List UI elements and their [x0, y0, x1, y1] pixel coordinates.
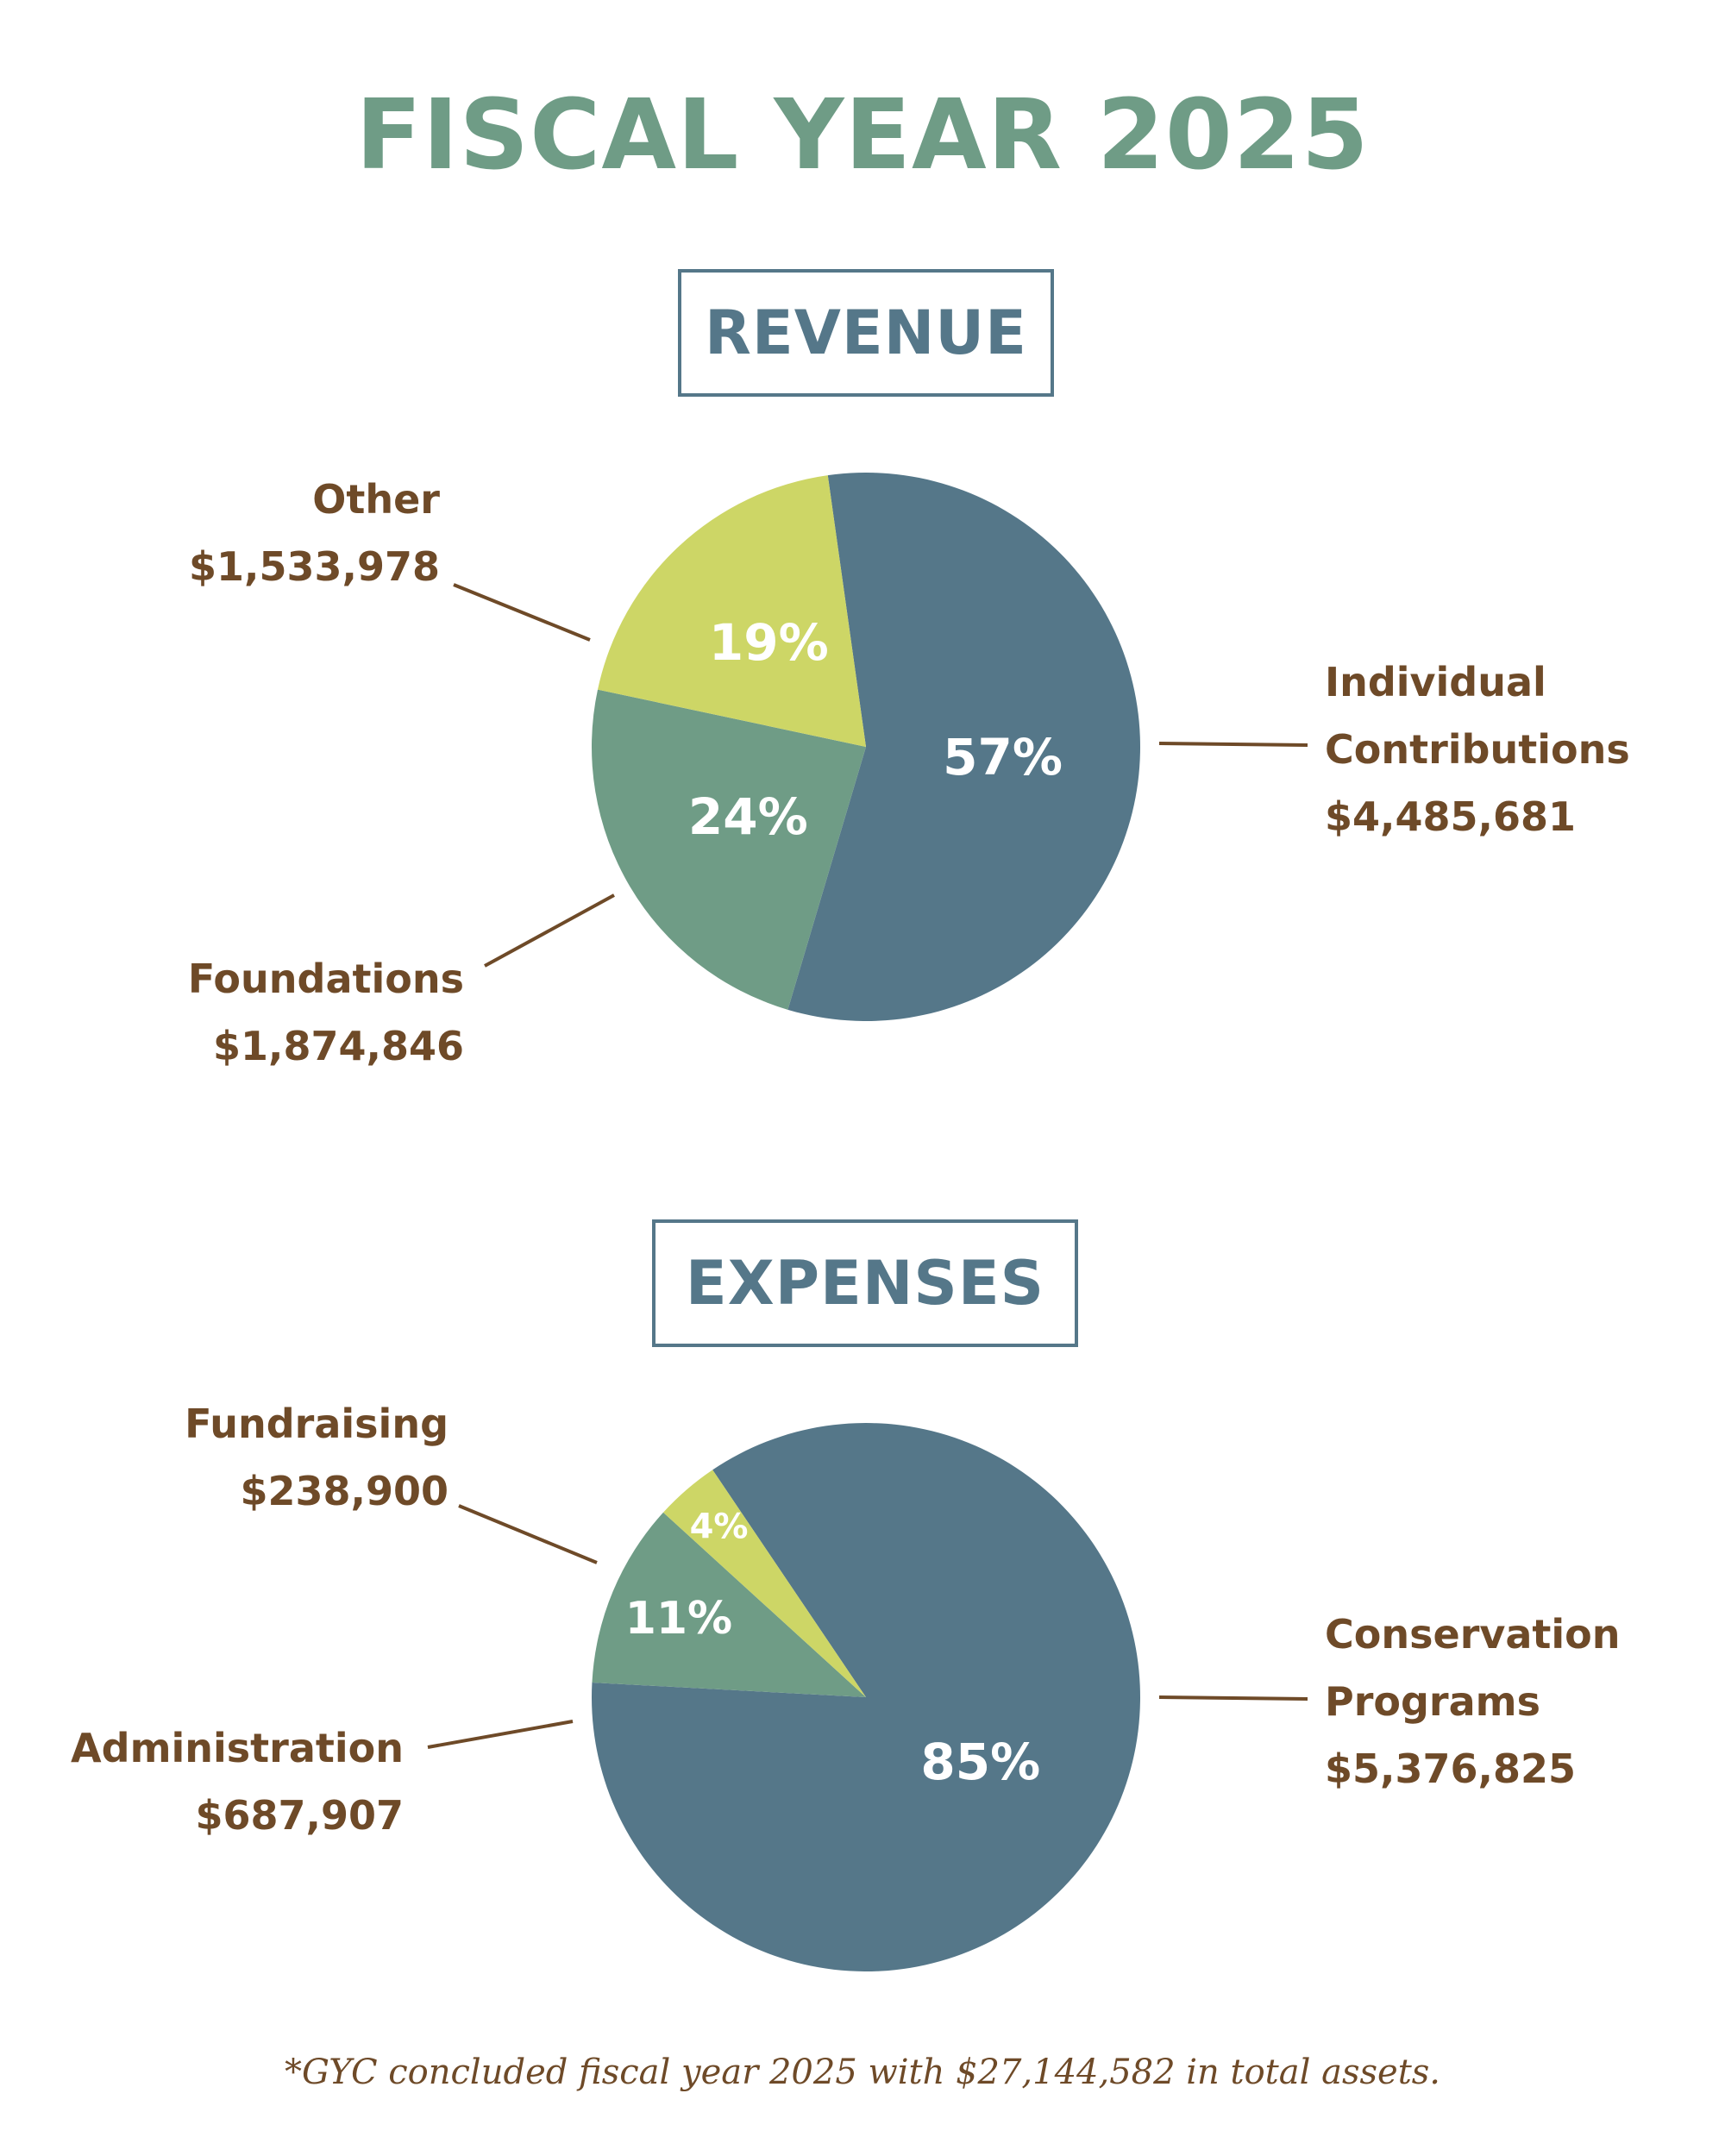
- revenue-heading: REVENUE: [678, 269, 1054, 397]
- page-title: FISCAL YEAR 2025: [355, 79, 1370, 191]
- pie-percent-label: 24%: [688, 787, 808, 846]
- label-other-amount: $1,533,978: [188, 543, 440, 590]
- leader-fundraising: [458, 1504, 598, 1564]
- pie-percent-label: 11%: [625, 1593, 732, 1645]
- pie-slice-foundations: [591, 689, 866, 1010]
- label-fundraising: Fundraising $238,900: [185, 1390, 448, 1525]
- label-foundations-amount: $1,874,846: [212, 1023, 464, 1069]
- leader-foundations: [484, 893, 615, 968]
- label-fundraising-name: Fundraising: [185, 1401, 448, 1447]
- pie-percent-label: 4%: [690, 1507, 749, 1547]
- pie-slice-fundraising: [663, 1470, 866, 1697]
- leader-conservation: [1158, 1695, 1308, 1701]
- leader-individual: [1158, 742, 1308, 747]
- pie-percent-label: 85%: [920, 1733, 1040, 1791]
- label-administration-name: Administration: [71, 1725, 404, 1771]
- label-administration: Administration $687,907: [71, 1714, 404, 1849]
- label-conservation-programs: Conservation Programs $5,376,825: [1325, 1601, 1621, 1802]
- pie-slice-individual-contributions: [787, 472, 1140, 1021]
- label-administration-amount: $687,907: [195, 1792, 404, 1839]
- label-fundraising-amount: $238,900: [240, 1468, 448, 1514]
- pie-percent-label: 19%: [709, 613, 829, 672]
- leader-other: [453, 583, 591, 642]
- label-individual-line2: Contributions: [1325, 726, 1630, 773]
- pie-slice-other: [598, 475, 866, 747]
- footnote: *GYC concluded fiscal year 2025 with $27…: [284, 2053, 1441, 2092]
- label-individual-amount: $4,485,681: [1325, 793, 1577, 840]
- label-conservation-line2: Programs: [1325, 1678, 1540, 1725]
- pie-percent-label: 57%: [943, 728, 1063, 787]
- label-foundations-name: Foundations: [187, 956, 464, 1002]
- leader-administration: [427, 1720, 574, 1749]
- label-individual-contributions: Individual Contributions $4,485,681: [1325, 649, 1630, 850]
- revenue-pie: 57% 24% 19%: [591, 472, 1140, 1021]
- expenses-heading: EXPENSES: [652, 1219, 1078, 1347]
- label-conservation-line1: Conservation: [1325, 1611, 1621, 1658]
- expenses-heading-text: EXPENSES: [685, 1248, 1045, 1319]
- expenses-pie: 85% 11% 4%: [592, 1423, 1140, 1971]
- pie-slice-administration: [592, 1512, 866, 1697]
- label-other: Other $1,533,978: [189, 466, 440, 600]
- label-other-name: Other: [312, 476, 440, 523]
- label-individual-line1: Individual: [1325, 659, 1546, 705]
- revenue-heading-text: REVENUE: [705, 298, 1027, 368]
- label-conservation-amount: $5,376,825: [1325, 1745, 1577, 1792]
- label-foundations: Foundations $1,874,846: [188, 945, 464, 1080]
